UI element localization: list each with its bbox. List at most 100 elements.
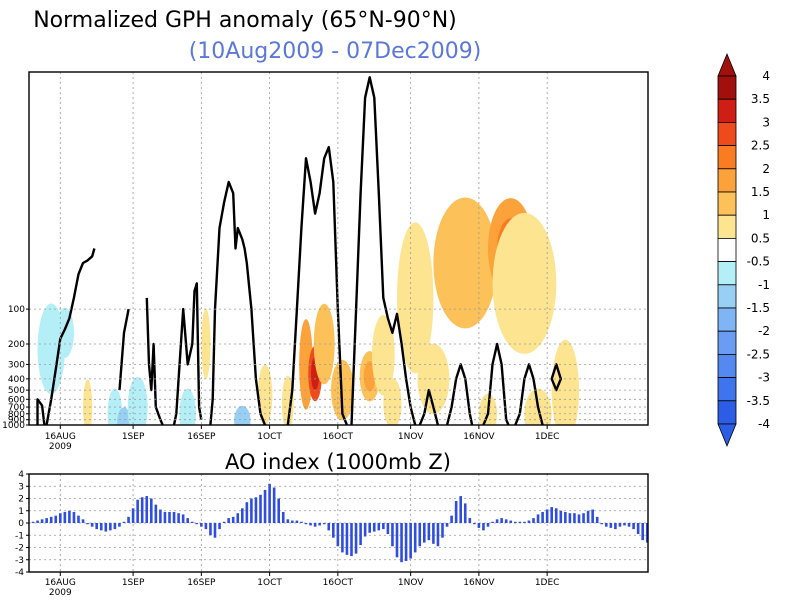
ao-date-tick-label: 16AUG [45,578,76,588]
ao-bar [586,510,590,523]
ao-bar [577,514,581,523]
ao-bar [532,518,535,523]
ao-bar [600,523,604,525]
ao-bar [382,523,385,530]
zero-contour-line [45,248,96,425]
ao-bar [550,507,553,523]
ao-bar [254,497,258,523]
ao-bar [222,521,226,523]
anomaly-core [237,411,248,425]
colorbar-min-arrow [717,423,737,448]
ao-bar [272,487,276,523]
anomaly-region [492,212,557,354]
ao-value-tick-label: -2 [15,544,24,554]
anomaly-region [397,222,434,374]
ao-bar [377,523,381,531]
ao-bar [582,513,585,523]
ao-bar [609,523,613,528]
ao-bar [518,521,522,523]
ao-bar [500,518,503,523]
colorbar-swatch [717,400,737,425]
ao-date-tick-label: 16OCT [323,578,354,588]
zero-contour-line [418,388,440,425]
ao-bar [463,503,467,523]
ao-bar [527,520,531,523]
ao-bar [186,518,189,523]
chart-subtitle: (10Aug2009 - 07Dec2009) [189,39,482,64]
pressure-tick-label: 800 [8,410,25,420]
colorbar-label: 3 [762,115,770,129]
ao-bar [336,523,340,547]
ao-bar [427,523,431,541]
ao-bar [168,511,171,523]
date-tick-label: 1SEP [122,432,145,442]
zero-contour-line [482,342,510,425]
colorbar-label: -1 [758,278,770,292]
ao-bar [636,523,640,535]
ao-bar [313,523,317,527]
ao-bar [514,521,517,523]
ao-bar [368,523,371,533]
ao-bar [154,504,158,523]
ao-bar [281,511,285,523]
date-tick-year: 2009 [49,442,72,452]
anomaly-region [281,375,294,425]
ao-bar [418,523,422,547]
ao-bar [291,520,294,523]
anomaly-core [446,223,485,303]
ao-bar [109,523,112,531]
ao-bar [99,523,103,531]
colorbar-swatch [717,261,737,286]
colorbar-label: 1.5 [751,185,770,199]
ao-date-tick-label: 1NOV [398,578,424,588]
ao-bar [591,509,594,523]
ao-bar [172,511,176,523]
ao-bars [31,483,658,563]
ao-bar [445,523,449,527]
colorbar-swatch [717,75,737,100]
ao-bar [286,519,290,523]
ao-bar [386,523,390,535]
ao-bar [509,520,513,523]
ao-value-tick-label: -3 [15,556,24,566]
ao-bar [322,523,326,525]
ao-bar [423,523,426,543]
ao-bar [104,523,108,532]
zero-contour-line [172,282,203,425]
ao-bar [595,516,599,523]
anomaly-region [127,376,148,425]
ao-bar [195,523,199,525]
ao-date-tick-label: 16NOV [463,578,495,588]
ao-bar [651,523,654,539]
colorbar-label: 2.5 [751,139,770,153]
ao-bar [241,508,244,523]
anomaly-region [417,343,450,415]
ao-bar [95,523,98,530]
chart-title: Normalized GPH anomaly (65°N-90°N) [33,8,457,33]
ao-bar [213,523,217,538]
ao-date-tick-label: 1OCT [257,578,282,588]
ao-bar [645,523,648,543]
ao-bar [413,523,417,553]
anomaly-region [371,314,395,396]
pressure-tick-label: 700 [8,403,25,413]
ao-bar [81,519,85,523]
colorbar-swatch [717,284,737,309]
ao-bar [327,523,331,531]
ao-bar [127,516,130,523]
ao-title: AO index (1000mb Z) [225,450,451,474]
ao-bar [436,523,440,547]
ao-bar [655,523,658,534]
colorbar: 4 3.5 3 2.5 2 1.5 1 0.5 -0.5 -1 -1.5 -2 -2.5 -3 -3.5 -4 [717,52,770,448]
ao-bar [468,518,472,523]
anomaly-core [119,413,129,425]
ao-bar [150,498,153,523]
ao-value-tick-label: 4 [18,470,24,480]
ao-bar [113,523,117,530]
ao-bar [641,523,644,541]
pressure-tick-label: 1000 [2,421,25,431]
ao-date-tick-label: 1DEC [535,578,560,588]
colorbar-swatch [717,307,737,332]
